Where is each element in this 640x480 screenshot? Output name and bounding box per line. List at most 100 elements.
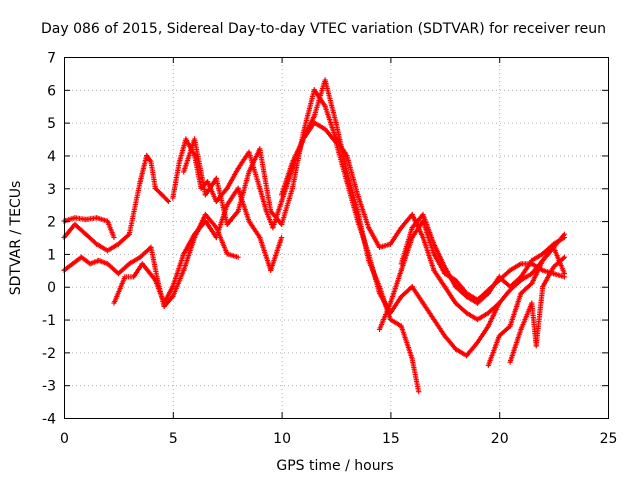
data-point-markers [213, 175, 230, 227]
data-point-markers [355, 218, 372, 257]
y-tick-label: 7 [47, 51, 56, 67]
data-point-markers [387, 294, 404, 316]
series-track-11 [507, 254, 568, 365]
data-point-markers [224, 251, 241, 260]
data-point-markers [333, 139, 350, 185]
data-point-markers [507, 274, 524, 290]
y-tick-label: 5 [47, 116, 56, 132]
x-axis-label: GPS time / hours [276, 458, 393, 474]
grid-lines [64, 57, 608, 418]
data-point-markers [279, 159, 296, 198]
y-tick-label: 3 [47, 182, 56, 198]
series-track-3 [61, 211, 241, 309]
data-point-markers [474, 290, 491, 306]
data-point-markers [224, 166, 241, 191]
series-track-10 [485, 244, 568, 369]
data-marks [61, 77, 568, 395]
y-tick-label: 6 [47, 83, 56, 99]
data-point-markers [344, 169, 361, 214]
data-point-markers [344, 179, 361, 224]
data-point-markers [279, 185, 296, 227]
series-track-9 [398, 211, 568, 306]
data-point-markers [420, 211, 437, 247]
data-point-markers [344, 152, 361, 198]
data-point-markers [366, 251, 383, 296]
data-point-markers [170, 251, 187, 290]
data-point-markers [311, 87, 328, 109]
series-track-2 [61, 152, 171, 254]
data-point-markers [104, 218, 117, 241]
x-tick-label: 20 [491, 431, 509, 447]
data-point-markers [464, 339, 480, 359]
data-point-markers [540, 241, 557, 257]
data-point-markers [453, 284, 470, 300]
data-point-markers [161, 284, 176, 306]
data-point-markers [485, 333, 502, 369]
chart-title: Day 086 of 2015, Sidereal Day-to-day VTE… [41, 21, 606, 37]
y-axis-label: SDTVAR / TECUs [8, 181, 24, 296]
data-point-markers [322, 126, 339, 145]
data-point-markers [420, 234, 437, 273]
data-point-markers [540, 264, 557, 290]
data-point-markers [115, 261, 132, 277]
data-point-markers [551, 234, 568, 247]
data-point-markers [431, 316, 448, 339]
data-point-markers [170, 267, 187, 300]
data-point-markers [507, 290, 524, 329]
x-tick-label: 25 [600, 431, 618, 447]
data-point-markers [257, 146, 274, 214]
x-tick-label: 10 [273, 431, 291, 447]
x-tick-label: 15 [382, 431, 400, 447]
data-point-markers [551, 271, 568, 280]
data-point-markers [300, 120, 317, 142]
data-point-markers [137, 244, 154, 260]
data-point-markers [474, 287, 491, 303]
data-point-markers [442, 333, 459, 352]
data-point-markers [115, 231, 132, 247]
series-track-1 [61, 215, 117, 241]
data-point-markers [507, 326, 524, 365]
data-point-markers [442, 284, 459, 306]
data-point-markers [111, 274, 128, 306]
data-point-markers [507, 277, 524, 293]
y-tick-label: 1 [47, 247, 56, 263]
data-point-markers [409, 284, 426, 306]
data-point-markers [139, 261, 158, 283]
axis-ticks: 0 5 10 15 20 25 -4 -3 -2 -1 0 1 2 3 4 5 6 7 [42, 51, 617, 448]
data-point-markers [518, 257, 535, 280]
data-point-markers [181, 231, 198, 257]
y-tick-label: 2 [47, 215, 56, 231]
data-point-markers [485, 300, 502, 329]
data-point-markers [431, 267, 448, 290]
x-tick-label: 5 [169, 431, 178, 447]
plot-frame [64, 57, 609, 419]
data-point-markers [322, 77, 339, 126]
data-point-markers [268, 234, 285, 273]
data-point-markers [431, 251, 448, 277]
y-tick-label: 4 [47, 149, 56, 165]
y-tick-label: -3 [42, 379, 56, 395]
data-point-markers [289, 136, 306, 165]
data-point-markers [72, 221, 89, 237]
data-point-markers [202, 211, 219, 231]
y-tick-label: -1 [42, 313, 56, 329]
data-point-markers [322, 103, 339, 142]
data-point-markers [474, 323, 491, 346]
data-point-markers [224, 208, 241, 227]
data-point-markers [431, 241, 448, 270]
data-point-markers [551, 254, 568, 270]
series-track-4 [111, 185, 285, 306]
data-point-markers [192, 136, 208, 198]
data-point-markers [533, 284, 546, 349]
x-tick-label: 0 [60, 431, 69, 447]
data-point-markers [387, 267, 404, 306]
data-point-markers [126, 179, 143, 237]
y-tick-label: -4 [42, 412, 56, 428]
data-point-markers [453, 300, 470, 316]
data-point-markers [496, 323, 513, 339]
data-point-markers [235, 169, 252, 214]
data-point-markers [300, 87, 317, 136]
data-point-markers [387, 225, 404, 247]
